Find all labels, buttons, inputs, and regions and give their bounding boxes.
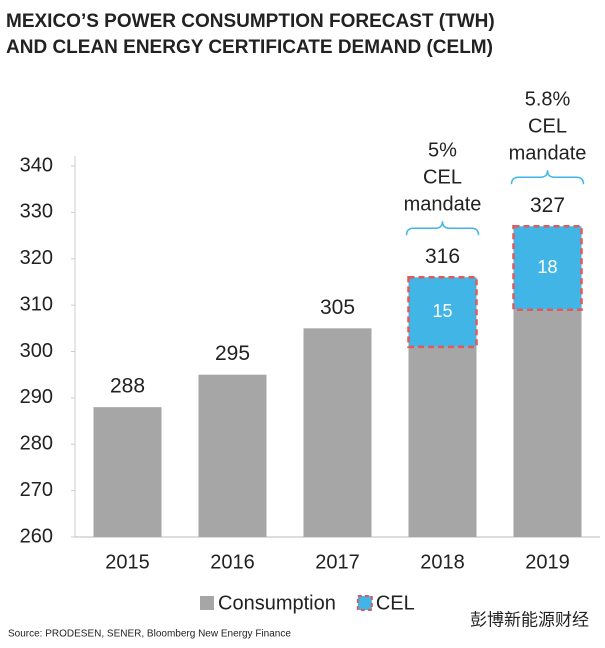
total-label: 316 — [425, 245, 460, 268]
cel-bar — [512, 225, 583, 312]
bracket — [405, 221, 480, 236]
value-label: 15 — [432, 301, 452, 321]
legend-swatch — [356, 595, 373, 611]
chart-title: AND CLEAN ENERGY CERTIFICATE DEMAND (CEL… — [6, 37, 493, 58]
x-tick-label: 2017 — [315, 551, 360, 573]
y-tick-label: 300 — [20, 340, 53, 362]
value-label: 18 — [537, 257, 557, 277]
x-tick-label: 2019 — [525, 551, 570, 573]
y-tick-label: 320 — [20, 247, 53, 269]
legend-label: CEL — [376, 592, 415, 614]
x-tick-label: 2018 — [420, 551, 465, 573]
y-tick-label: 340 — [20, 154, 53, 176]
legend-label: Consumption — [218, 592, 336, 614]
annotation: CEL — [528, 116, 567, 138]
watermark: 彭博新能源财经 — [470, 610, 589, 629]
y-tick-label: 330 — [20, 201, 53, 223]
bar — [303, 328, 372, 537]
annotation: CEL — [423, 167, 462, 189]
cel-bar — [407, 276, 478, 349]
legend-swatch — [200, 596, 214, 610]
source-note: Source: PRODESEN, SENER, Bloomberg New E… — [8, 629, 291, 640]
y-tick-label: 270 — [20, 479, 53, 501]
x-tick-label: 2015 — [105, 551, 150, 573]
bar — [513, 309, 582, 537]
bar — [198, 374, 267, 537]
bracket — [510, 170, 585, 185]
total-label: 305 — [320, 296, 355, 319]
chart-title: MEXICO’S POWER CONSUMPTION FORECAST (TWH… — [6, 11, 495, 32]
annotation: mandate — [509, 143, 587, 165]
annotation: mandate — [404, 194, 482, 216]
bar — [408, 346, 477, 537]
annotation: 5.8% — [525, 89, 571, 111]
total-label: 288 — [110, 375, 145, 398]
x-tick-label: 2016 — [210, 551, 255, 573]
total-label: 295 — [215, 342, 250, 365]
annotation: 5% — [428, 140, 457, 162]
y-tick-label: 290 — [20, 386, 53, 408]
total-label: 327 — [530, 194, 565, 217]
bar — [93, 407, 162, 537]
y-tick-label: 280 — [20, 433, 53, 455]
y-tick-label: 260 — [20, 525, 53, 547]
y-tick-label: 310 — [20, 293, 53, 315]
